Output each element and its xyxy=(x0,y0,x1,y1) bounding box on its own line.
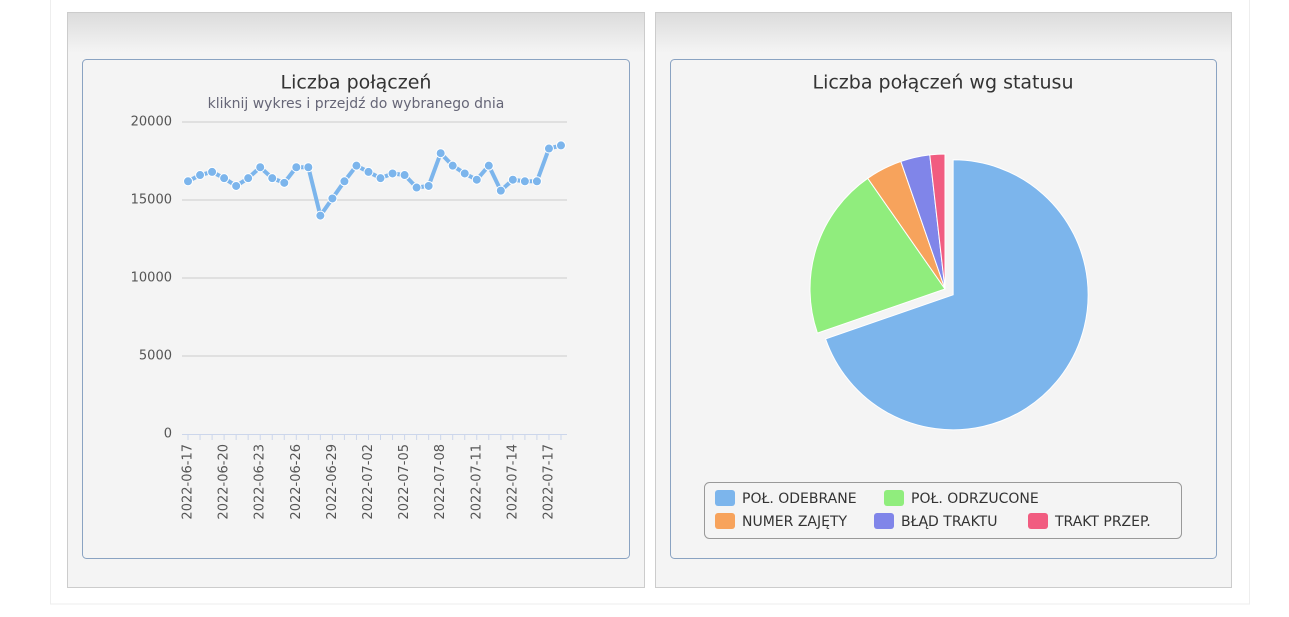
point xyxy=(531,176,542,187)
y-tick-label: 5000 xyxy=(139,349,172,364)
x-tick-label: 2022-06-20 xyxy=(217,444,232,520)
point xyxy=(243,173,254,184)
x-tick-label: 2022-06-23 xyxy=(253,444,268,520)
legend-swatch xyxy=(874,513,894,529)
point xyxy=(231,180,242,191)
panel-header xyxy=(656,13,1231,53)
legend-swatch xyxy=(1028,513,1048,529)
x-tick-label: 2022-07-17 xyxy=(541,444,556,520)
point xyxy=(315,210,326,221)
point xyxy=(423,180,434,191)
point xyxy=(339,176,350,187)
point xyxy=(555,140,566,151)
x-tick-label: 2022-07-02 xyxy=(361,444,376,520)
point xyxy=(495,185,506,196)
point xyxy=(219,173,230,184)
point xyxy=(411,182,422,193)
legend-swatch xyxy=(715,513,735,529)
point xyxy=(387,168,398,179)
x-tick-label: 2022-06-17 xyxy=(181,444,196,520)
legend-label: NUMER ZAJĘTY xyxy=(742,514,848,530)
point xyxy=(375,173,386,184)
legend-label: POŁ. ODRZUCONE xyxy=(911,491,1039,507)
legend-label: POŁ. ODEBRANE xyxy=(742,491,857,507)
point xyxy=(183,176,194,187)
point xyxy=(399,170,410,181)
point xyxy=(519,176,530,187)
point xyxy=(435,148,446,159)
chart-frame xyxy=(82,59,630,559)
panel-header xyxy=(68,13,644,53)
y-tick-label: 20000 xyxy=(131,115,172,130)
point xyxy=(255,162,266,173)
legend-label: TRAKT PRZEP. xyxy=(1054,514,1151,530)
x-tick-label: 2022-07-08 xyxy=(433,444,448,520)
x-tick-label: 2022-07-05 xyxy=(397,444,412,520)
point xyxy=(207,166,218,177)
x-tick-label: 2022-06-26 xyxy=(289,444,304,520)
point xyxy=(195,170,206,181)
point xyxy=(303,162,314,173)
chart-title: Liczba połączeń wg statusu xyxy=(812,72,1073,94)
x-tick-label: 2022-06-29 xyxy=(325,444,340,520)
point xyxy=(507,174,518,185)
x-tick-label: 2022-07-14 xyxy=(505,444,520,520)
point xyxy=(327,193,338,204)
point xyxy=(543,143,554,154)
point xyxy=(363,166,374,177)
point xyxy=(291,162,302,173)
legend-swatch xyxy=(715,490,735,506)
chart-title: Liczba połączeń xyxy=(281,72,432,94)
chart-subtitle: kliknij wykres i przejdź do wybranego dn… xyxy=(208,96,505,112)
pie-slice xyxy=(809,177,946,334)
point xyxy=(471,174,482,185)
pie-slice xyxy=(824,159,1089,431)
point xyxy=(459,168,470,179)
legend-box xyxy=(704,482,1182,539)
y-tick-label: 0 xyxy=(164,427,172,442)
y-tick-label: 15000 xyxy=(131,193,172,208)
pie-slice xyxy=(929,153,946,290)
point xyxy=(447,160,458,171)
x-tick-label: 2022-07-11 xyxy=(469,444,484,520)
point xyxy=(351,160,362,171)
legend-swatch xyxy=(884,490,904,506)
point xyxy=(279,177,290,188)
point xyxy=(483,160,494,171)
point xyxy=(267,173,278,184)
y-tick-label: 10000 xyxy=(131,271,172,286)
legend-label: BŁĄD TRAKTU xyxy=(901,514,997,530)
